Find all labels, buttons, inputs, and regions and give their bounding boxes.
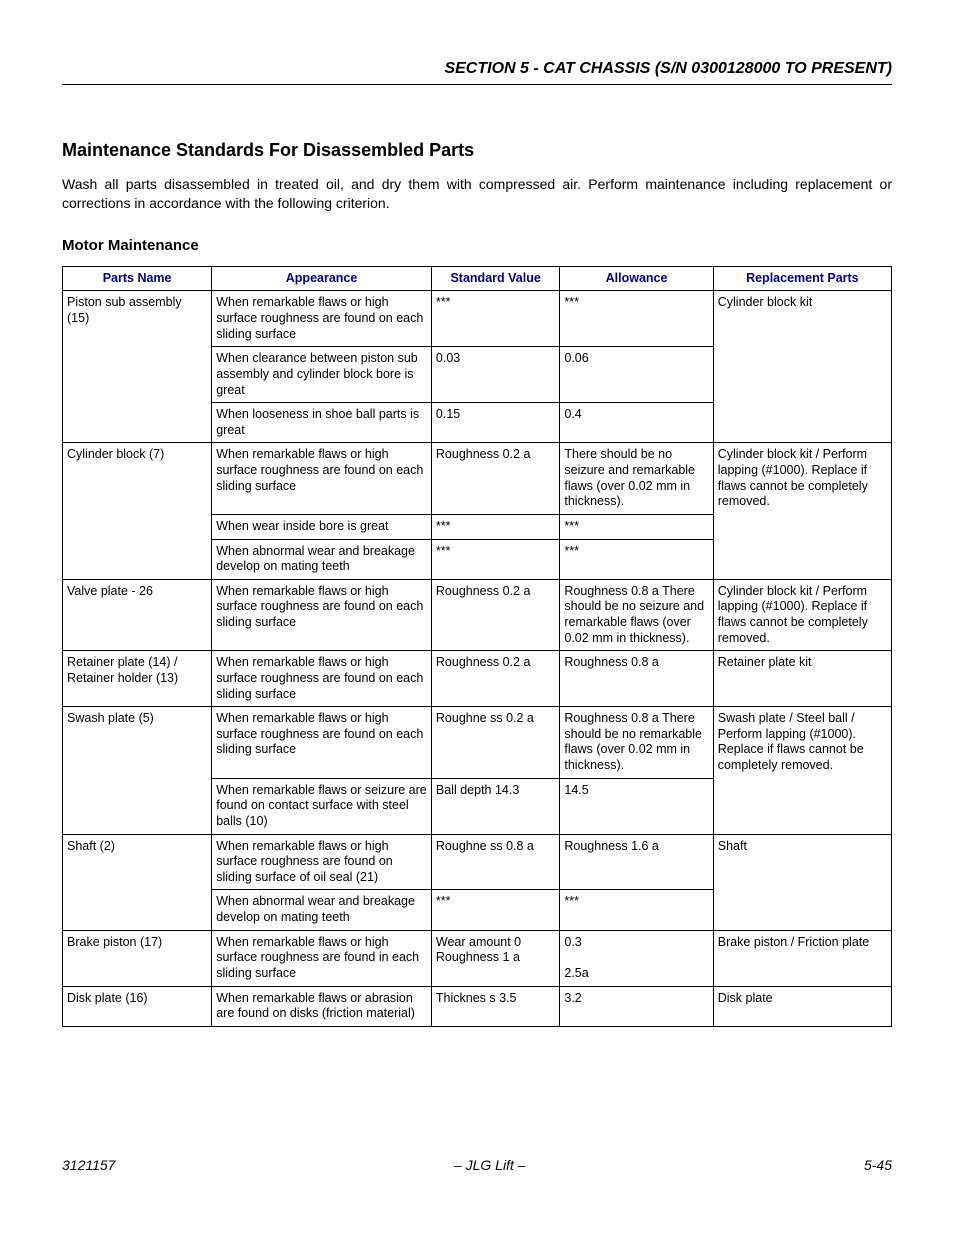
- footer-right: 5-45: [864, 1157, 892, 1173]
- cell-standard: Roughness 0.2 a: [431, 443, 559, 515]
- cell-appearance: When remarkable flaws or high surface ro…: [212, 651, 432, 707]
- cell-allowance: Roughness 1.6 a: [560, 834, 713, 890]
- cell-replacement: Cylinder block kit / Perform lapping (#1…: [713, 579, 891, 651]
- cell-standard: 0.15: [431, 403, 559, 443]
- footer-left: 3121157: [62, 1157, 115, 1173]
- cell-replacement: Retainer plate kit: [713, 651, 891, 707]
- cell-standard: ***: [431, 890, 559, 930]
- cell-standard: Wear amount 0 Roughness 1 a: [431, 930, 559, 986]
- cell-parts: Shaft (2): [63, 834, 212, 930]
- table-row: Retainer plate (14) / Retainer holder (1…: [63, 651, 892, 707]
- cell-allowance: ***: [560, 291, 713, 347]
- cell-replacement: Cylinder block kit / Perform lapping (#1…: [713, 443, 891, 579]
- cell-parts: Piston sub assembly (15): [63, 291, 212, 443]
- maintenance-table: Parts Name Appearance Standard Value All…: [62, 266, 892, 1027]
- cell-appearance: When remarkable flaws or seizure are fou…: [212, 778, 432, 834]
- cell-allowance: Roughness 0.8 a There should be no remar…: [560, 707, 713, 779]
- header-divider: [62, 84, 892, 85]
- col-allowance: Allowance: [560, 266, 713, 291]
- cell-appearance: When abnormal wear and breakage develop …: [212, 890, 432, 930]
- cell-parts: Valve plate - 26: [63, 579, 212, 651]
- cell-appearance: When clearance between piston sub assemb…: [212, 347, 432, 403]
- table-row: Disk plate (16)When remarkable flaws or …: [63, 986, 892, 1026]
- cell-standard: Roughness 0.2 a: [431, 579, 559, 651]
- cell-parts: Retainer plate (14) / Retainer holder (1…: [63, 651, 212, 707]
- table-body: Piston sub assembly (15)When remarkable …: [63, 291, 892, 1026]
- cell-allowance: 14.5: [560, 778, 713, 834]
- table-row: Brake piston (17)When remarkable flaws o…: [63, 930, 892, 986]
- col-appearance: Appearance: [212, 266, 432, 291]
- footer-center: – JLG Lift –: [454, 1157, 526, 1173]
- table-row: Shaft (2)When remarkable flaws or high s…: [63, 834, 892, 890]
- cell-parts: Cylinder block (7): [63, 443, 212, 579]
- table-header-row: Parts Name Appearance Standard Value All…: [63, 266, 892, 291]
- cell-allowance: 3.2: [560, 986, 713, 1026]
- cell-parts: Brake piston (17): [63, 930, 212, 986]
- cell-standard: Roughness 0.2 a: [431, 651, 559, 707]
- cell-appearance: When remarkable flaws or high surface ro…: [212, 443, 432, 515]
- cell-allowance: 0.3 2.5a: [560, 930, 713, 986]
- cell-appearance: When remarkable flaws or high surface ro…: [212, 579, 432, 651]
- table-row: Valve plate - 26When remarkable flaws or…: [63, 579, 892, 651]
- cell-parts: Disk plate (16): [63, 986, 212, 1026]
- cell-appearance: When looseness in shoe ball parts is gre…: [212, 403, 432, 443]
- col-parts: Parts Name: [63, 266, 212, 291]
- col-standard: Standard Value: [431, 266, 559, 291]
- page-footer: 3121157 – JLG Lift – 5-45: [62, 1157, 892, 1173]
- cell-standard: Roughne ss 0.8 a: [431, 834, 559, 890]
- cell-allowance: ***: [560, 890, 713, 930]
- cell-allowance: Roughness 0.8 a: [560, 651, 713, 707]
- cell-allowance: Roughness 0.8 a There should be no seizu…: [560, 579, 713, 651]
- cell-parts: Swash plate (5): [63, 707, 212, 834]
- cell-standard: Ball depth 14.3: [431, 778, 559, 834]
- cell-standard: Thicknes s 3.5: [431, 986, 559, 1026]
- table-row: Swash plate (5)When remarkable flaws or …: [63, 707, 892, 779]
- cell-appearance: When wear inside bore is great: [212, 514, 432, 539]
- cell-appearance: When remarkable flaws or high surface ro…: [212, 930, 432, 986]
- cell-allowance: There should be no seizure and remarkabl…: [560, 443, 713, 515]
- cell-allowance: ***: [560, 539, 713, 579]
- cell-appearance: When remarkable flaws or high surface ro…: [212, 834, 432, 890]
- cell-appearance: When remarkable flaws or high surface ro…: [212, 707, 432, 779]
- cell-allowance: 0.06: [560, 347, 713, 403]
- cell-appearance: When remarkable flaws or high surface ro…: [212, 291, 432, 347]
- cell-allowance: 0.4: [560, 403, 713, 443]
- cell-replacement: Disk plate: [713, 986, 891, 1026]
- cell-appearance: When remarkable flaws or abrasion are fo…: [212, 986, 432, 1026]
- cell-standard: ***: [431, 539, 559, 579]
- section-header: SECTION 5 - CAT CHASSIS (S/N 0300128000 …: [62, 60, 892, 78]
- sub-heading: Motor Maintenance: [62, 237, 892, 254]
- cell-replacement: Swash plate / Steel ball / Perform lappi…: [713, 707, 891, 834]
- col-replacement: Replacement Parts: [713, 266, 891, 291]
- main-heading: Maintenance Standards For Disassembled P…: [62, 140, 892, 161]
- cell-replacement: Cylinder block kit: [713, 291, 891, 443]
- table-row: Cylinder block (7)When remarkable flaws …: [63, 443, 892, 515]
- cell-replacement: Brake piston / Friction plate: [713, 930, 891, 986]
- cell-allowance: ***: [560, 514, 713, 539]
- cell-appearance: When abnormal wear and breakage develop …: [212, 539, 432, 579]
- intro-text: Wash all parts disassembled in treated o…: [62, 175, 892, 213]
- cell-replacement: Shaft: [713, 834, 891, 930]
- cell-standard: ***: [431, 514, 559, 539]
- table-row: Piston sub assembly (15)When remarkable …: [63, 291, 892, 347]
- cell-standard: 0.03: [431, 347, 559, 403]
- cell-standard: ***: [431, 291, 559, 347]
- cell-standard: Roughne ss 0.2 a: [431, 707, 559, 779]
